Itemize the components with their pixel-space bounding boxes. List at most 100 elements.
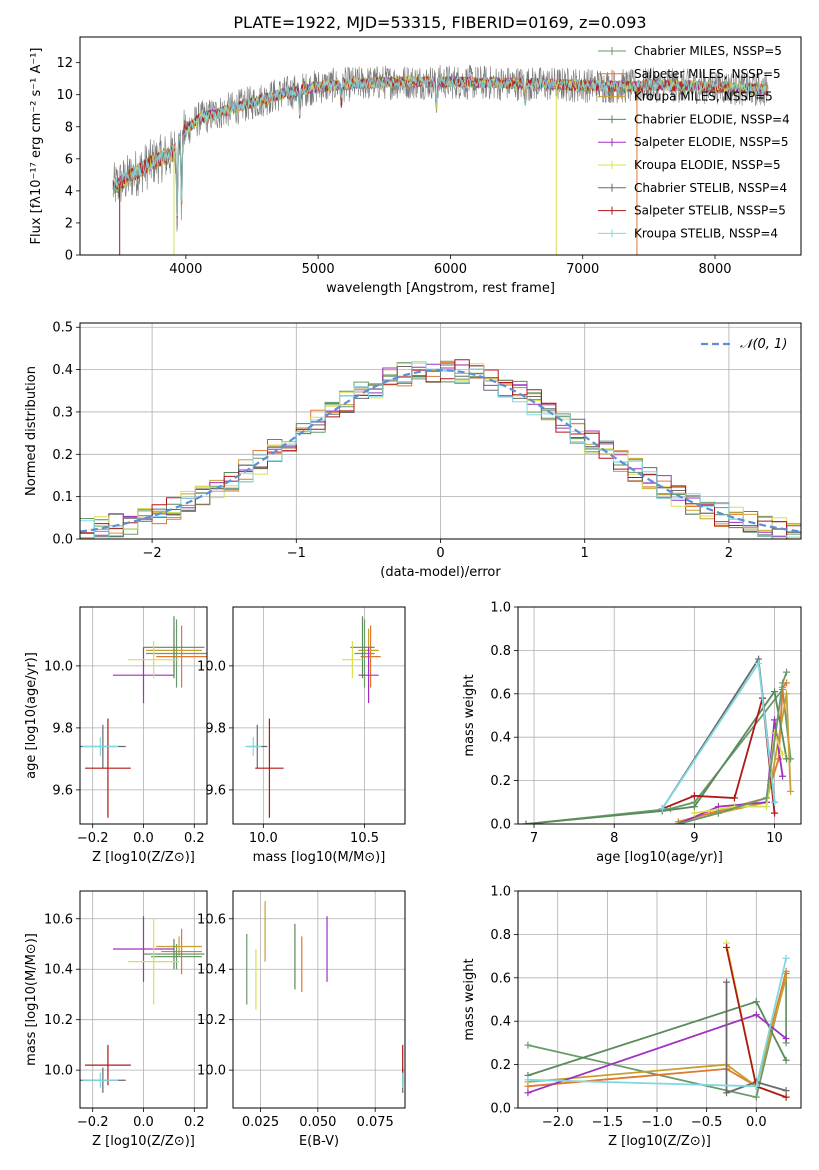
error-bar-point [350, 616, 375, 679]
axes-frame [79, 890, 208, 1109]
weight-marker [779, 772, 787, 780]
y-tick-label: 10.0 [44, 659, 73, 674]
weight-marker [783, 668, 791, 676]
x-tick-label: 8 [610, 831, 618, 846]
weight-marker [723, 1089, 731, 1097]
grid [233, 891, 405, 1108]
y-tick-label: 0.2 [490, 774, 511, 789]
weight-marker [779, 679, 787, 687]
y-tick-label: 1.0 [490, 885, 511, 900]
y-axis-label: mass weight [462, 674, 477, 756]
weight-marker [783, 690, 791, 698]
x-tick-label: −0.2 [77, 1115, 109, 1130]
legend-label: Kroupa ELODIE, NSSP=5 [634, 158, 781, 172]
weight-marker [752, 1093, 760, 1101]
x-axis-label: E(B-V) [299, 1134, 339, 1149]
y-tick-label: 10.0 [44, 1064, 73, 1079]
axes-spectrum: 4000 5000 6000 7000 8000 0 2 4 6 8 10 12 wavelength … [29, 36, 802, 296]
plot-area-weight_vs_age [522, 655, 795, 824]
y-axis-label: mass weight [462, 958, 477, 1040]
x-tick-label: 1 [581, 546, 589, 561]
x-axis-label: age [log10(age/yr)] [596, 850, 723, 865]
axes-frame [232, 890, 406, 1109]
axes-weight_vs_Z: −2.0 −1.5 −1.0 −0.5 0.0 0.0 0.2 0.4 0.6 0.8 1.0 Z [… [462, 885, 802, 1149]
error-bar-point [360, 625, 381, 688]
y-axis-label: mass [log10(M/M⊙)] [24, 933, 39, 1066]
y-axis-label: Flux [fλ10⁻¹⁷ erg cm⁻² s⁻¹ A⁻¹] [29, 48, 44, 245]
axes-frame [517, 606, 802, 825]
x-tick-label: 8000 [698, 262, 731, 277]
error-bar-point [161, 928, 202, 975]
x-tick-label: 7000 [566, 262, 599, 277]
x-tick-label: −1.0 [641, 1115, 673, 1130]
y-tick-label: 0.1 [52, 490, 73, 505]
weight-marker [690, 792, 698, 800]
axes-frame [517, 890, 802, 1109]
y-tick-label: 10 [56, 88, 73, 103]
weight-marker [524, 1089, 532, 1097]
error-bar-point [156, 936, 202, 957]
y-tick-label: 0.6 [490, 687, 511, 702]
axes-frame [79, 606, 208, 825]
x-tick-label: 0.0 [133, 831, 154, 846]
y-tick-label: 2 [65, 216, 73, 231]
weight-marker [752, 998, 760, 1006]
y-tick-label: 9.8 [52, 721, 73, 736]
x-tick-label: 0.075 [357, 1115, 394, 1130]
weight-marker [787, 787, 795, 795]
weight-marker [723, 943, 731, 951]
y-tick-label: 6 [65, 152, 73, 167]
error-bar-point [358, 647, 379, 704]
error-bar-point [128, 641, 180, 679]
y-tick-label: 0.8 [490, 644, 511, 659]
x-axis-label: (data-model)/error [380, 565, 501, 580]
y-tick-label: 0 [65, 249, 73, 264]
weight-marker [690, 803, 698, 811]
error-bar-point [151, 943, 202, 970]
x-tick-label: −0.5 [691, 1115, 723, 1130]
weight-marker [782, 1093, 790, 1101]
weight-marker [763, 794, 771, 802]
x-tick-label: 7 [530, 831, 538, 846]
error-bar-point [255, 718, 284, 818]
error-bar-point [245, 737, 262, 756]
error-bar-point [128, 918, 180, 1005]
x-axis-label: wavelength [Angstrom, rest frame] [326, 281, 555, 296]
error-bar-point [113, 647, 174, 704]
x-tick-label: 0.0 [133, 1115, 154, 1130]
weight-marker [771, 798, 779, 806]
x-tick-label: 10 [766, 831, 783, 846]
weight-marker [524, 1041, 532, 1049]
y-tick-label: 0.5 [52, 321, 73, 336]
x-axis-label: Z [log10(Z/Z⊙)] [608, 1134, 711, 1149]
weight-marker [771, 809, 779, 817]
y-tick-label: 10.6 [44, 912, 73, 927]
weight-marker [755, 659, 763, 667]
legend-label: 𝒩(0, 1) [740, 337, 787, 352]
weight-marker [524, 1076, 532, 1084]
plot-layer: 4000 5000 6000 7000 8000024681012wavelength … [24, 36, 802, 1149]
y-tick-label: 0.6 [490, 971, 511, 986]
legend: Chabrier MILES, NSSP=5 Salpeter MILES, NS… [598, 44, 790, 240]
x-tick-label: 0.050 [299, 1115, 336, 1130]
weight-marker [674, 820, 682, 824]
weight-marker [690, 809, 698, 817]
y-axis-label: Normed distribution [24, 366, 39, 496]
x-tick-label: −1.5 [592, 1115, 624, 1130]
x-tick-label: 5000 [302, 262, 335, 277]
axes-mass_vs_Z: −0.2 0.0 0.2 10.0 10.2 10.4 10.6 Z [log10(Z/Z⊙)… [24, 890, 208, 1149]
error-bar-point [156, 625, 207, 688]
y-tick-label: 12 [56, 56, 73, 71]
y-tick-label: 0.4 [490, 1015, 511, 1030]
legend: 𝒩(0, 1) [701, 337, 787, 352]
y-tick-label: 10.4 [197, 963, 226, 978]
weight-marker [782, 1087, 790, 1095]
x-tick-label: 0.2 [184, 831, 205, 846]
y-tick-label: 0.4 [490, 731, 511, 746]
plot-area-age_vs_mass [245, 616, 381, 818]
y-tick-label: 8 [65, 120, 73, 135]
error-bar-point [113, 916, 174, 982]
x-tick-label: 6000 [434, 262, 467, 277]
grid [233, 607, 405, 824]
